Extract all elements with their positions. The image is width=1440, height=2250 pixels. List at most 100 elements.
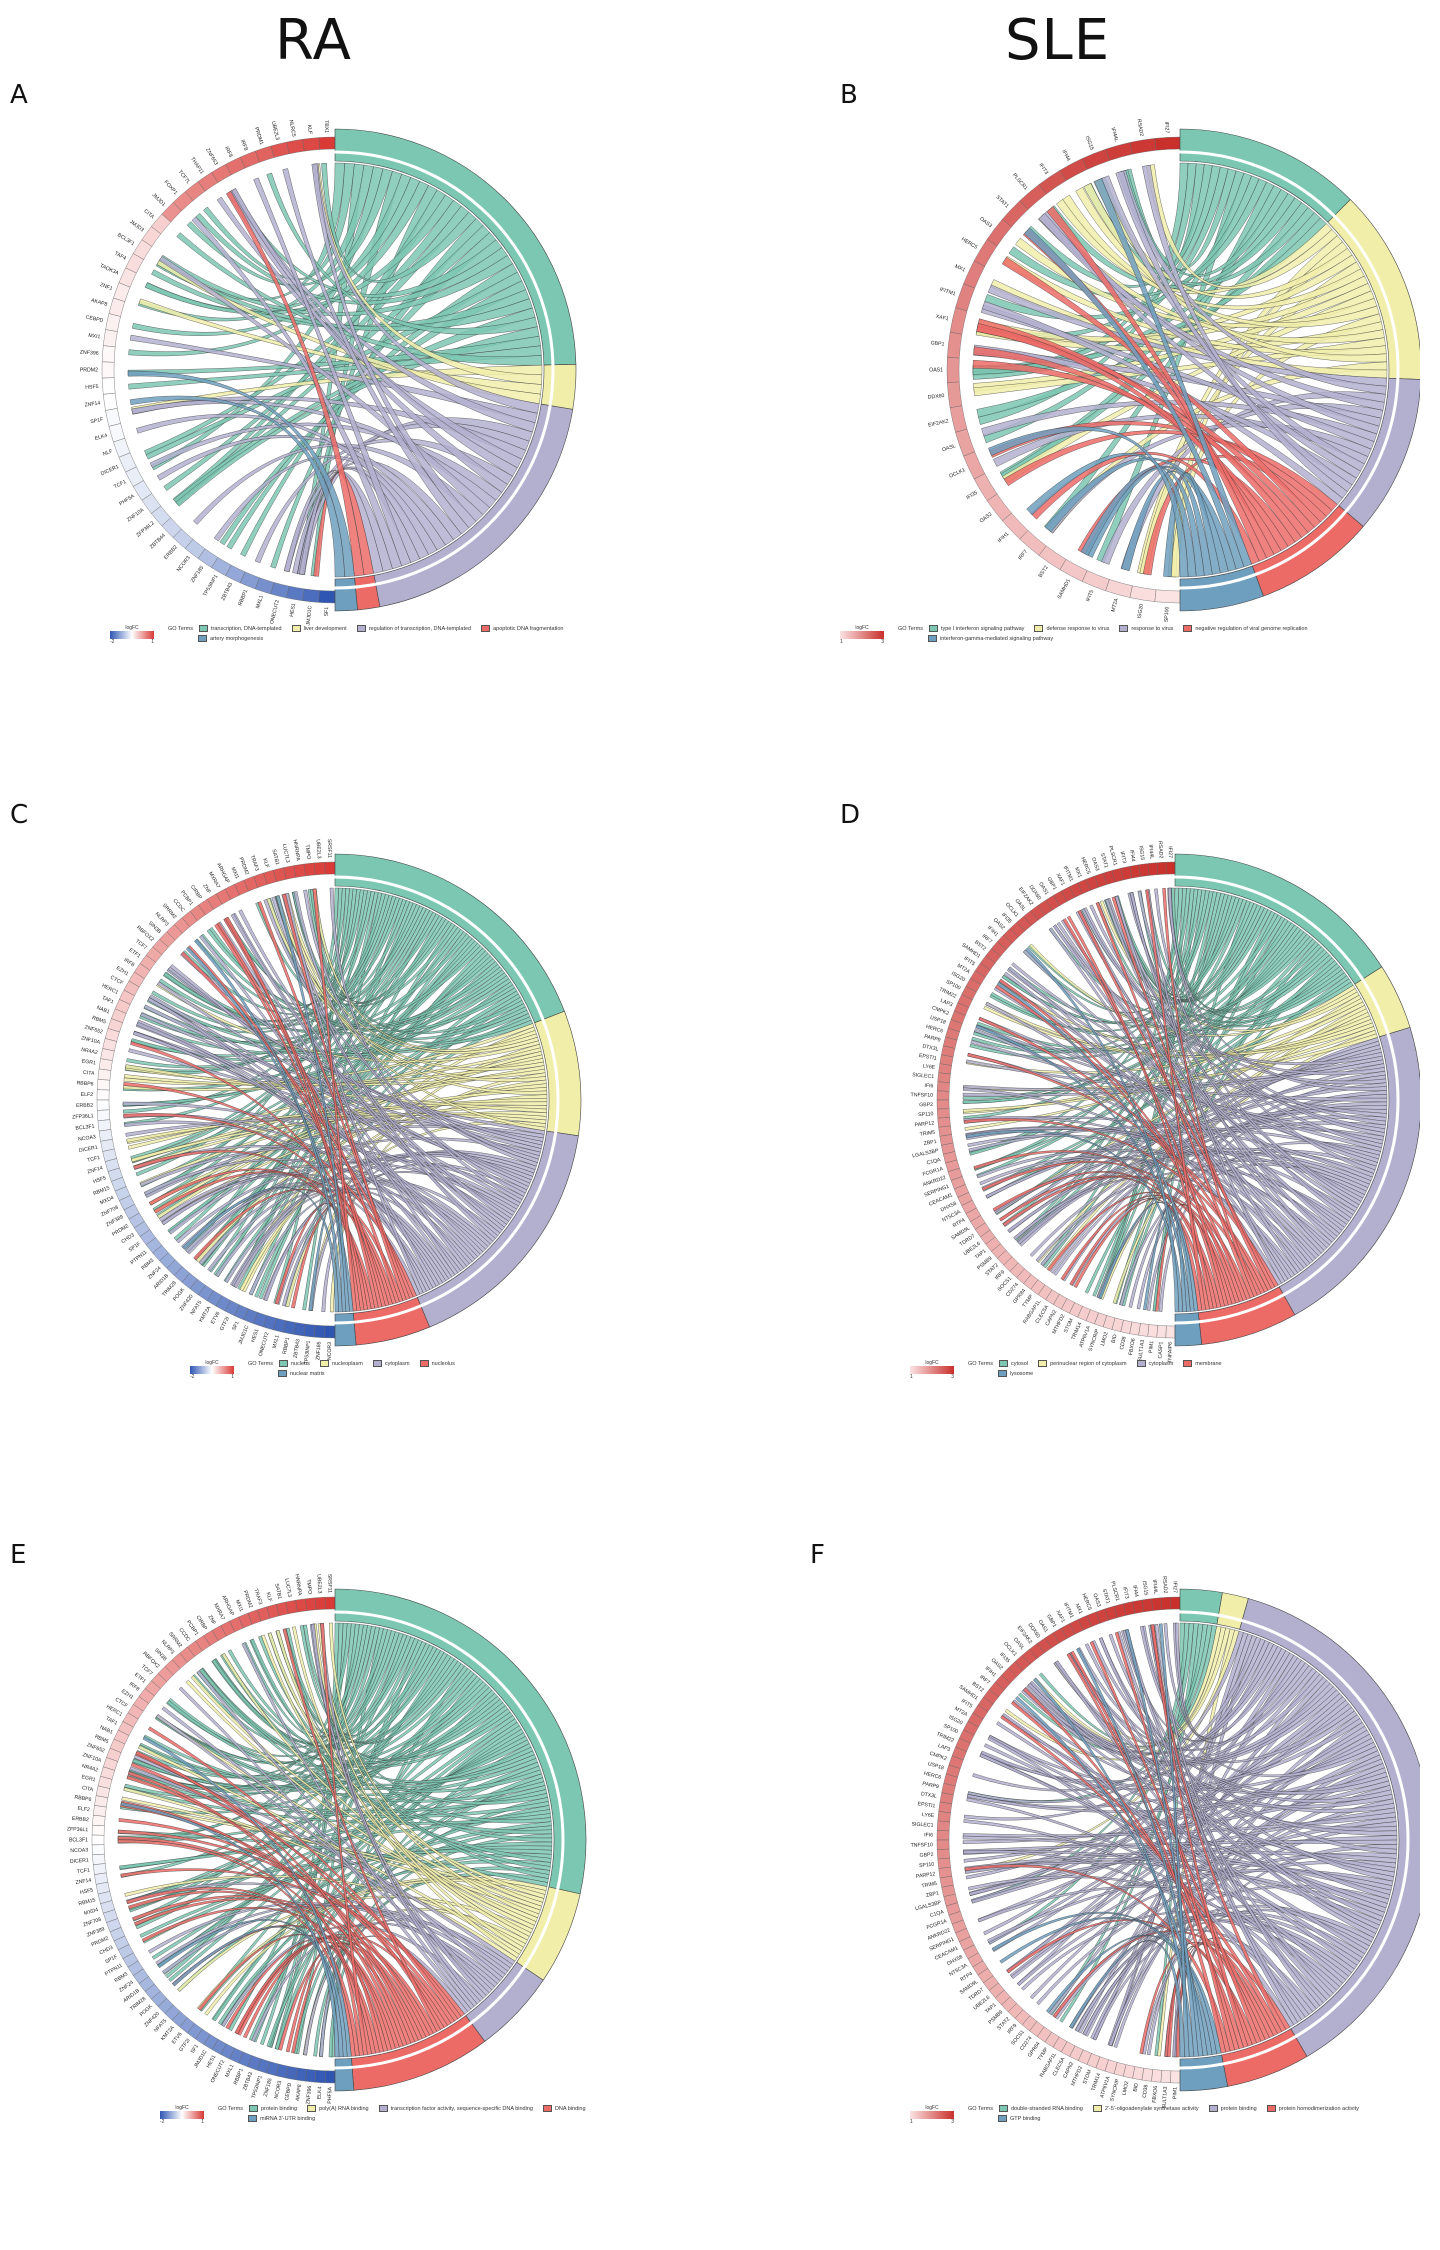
ribbon (120, 1684, 490, 1815)
legend-label: lysosome (1010, 1370, 1034, 1377)
ribbon (1112, 1005, 1367, 1304)
gene-label: RTP4 (952, 1217, 967, 1229)
gene-label: BID (1111, 1334, 1119, 1344)
ribbon (1069, 1940, 1185, 2058)
ribbon (123, 1113, 397, 1305)
ribbon (967, 1053, 1319, 1259)
gene-label: ONECUT2 (258, 1331, 271, 1357)
gene-label: BID (1132, 2082, 1139, 2092)
ribbon (988, 1623, 1194, 1945)
gene-label: ELF2 (77, 1806, 90, 1813)
ribbon (282, 1628, 552, 1824)
gene-segment (105, 408, 121, 427)
gene-label: NR4A2 (81, 1047, 99, 1056)
go-terms-title: GO Terms (898, 625, 923, 632)
ribbon (1146, 164, 1338, 289)
legend-item: protein binding (1208, 2105, 1257, 2112)
gene-label: SRSF11 (326, 839, 332, 858)
gene-label: XAF1 (1055, 872, 1066, 886)
legend-label: regulation of transcription, DNA-templat… (368, 625, 472, 632)
legend-swatch (1038, 1360, 1048, 1367)
gene-label: ZNF396 (305, 2085, 313, 2104)
ribbon (1129, 892, 1328, 1251)
gene-label: HES1 (250, 1328, 260, 1343)
gene-label: NAB1 (96, 1005, 111, 1016)
gene-label: TCF7L (177, 169, 192, 185)
ribbon (1162, 888, 1258, 1297)
ribbon (1073, 1197, 1233, 1306)
ribbon (226, 190, 365, 577)
ribbon (1146, 889, 1328, 1014)
gene-label: TP53INP1 (202, 574, 219, 598)
legend-swatch (291, 625, 301, 632)
ribbon (1044, 457, 1237, 572)
ribbon (1076, 1647, 1204, 2057)
ribbon-layer (122, 887, 548, 1313)
gene-label: PARP12 (916, 1871, 936, 1880)
legend-label: protein binding (260, 2105, 298, 2112)
gene-label: ISG15 (1137, 845, 1145, 860)
ribbon (1060, 1194, 1236, 1305)
gene-label: RBBP1 (237, 589, 249, 607)
gene-label: JMJD1 (151, 192, 167, 208)
gene-label: UBE2L3 (315, 839, 322, 859)
ring-gap (110, 875, 560, 1325)
ribbon (967, 1710, 1358, 1809)
ribbon (983, 1743, 1388, 1909)
ribbon (1046, 1935, 1217, 2055)
gene-label: NCOR3 (327, 1342, 333, 1360)
ribbon (154, 1715, 546, 1803)
ribbon (979, 1155, 1295, 1278)
ribbon (282, 893, 407, 1302)
ribbon (329, 887, 523, 1204)
ribbon (312, 1623, 524, 1952)
gene-segment (105, 313, 121, 332)
ribbon (1067, 1652, 1395, 1813)
gene-segment (108, 297, 126, 317)
ribbon (128, 180, 429, 357)
gene-segment (936, 1830, 950, 1841)
gene-segment (92, 1815, 106, 1827)
gene-label: HSF5 (85, 384, 99, 391)
gene-label: LMO2 (1100, 1331, 1110, 1346)
gene-segment (947, 332, 963, 359)
logfc-gradient (110, 631, 154, 639)
legend-swatch (1136, 1360, 1146, 1367)
gene-label: MXI1 (230, 866, 240, 880)
legend-item: 2'-5'-oligoadenylate synthetase activity (1092, 2105, 1199, 2112)
ribbon (1114, 895, 1302, 1274)
legend-swatch (198, 635, 207, 642)
gene-segment (91, 1844, 105, 1856)
gene-label: GBP2 (919, 1852, 933, 1859)
ribbon (133, 1030, 542, 1153)
gene-label: MX1 (1073, 866, 1083, 878)
gene-label: CTCF (109, 975, 124, 987)
legend-swatch (198, 625, 208, 632)
legend-swatch (1034, 625, 1044, 632)
ring-gap (960, 150, 1400, 590)
gene-segment (96, 1089, 110, 1101)
ribbon (270, 218, 484, 569)
logfc-tick: 1 (201, 2119, 204, 2125)
ribbon (253, 177, 412, 567)
gene-label: ELK4 (94, 433, 108, 442)
ribbon (981, 1160, 1251, 1300)
gene-label: SP1F (128, 1241, 142, 1254)
legend-swatch (1119, 625, 1129, 632)
ribbon (196, 1670, 493, 1993)
gene-label: IFI44 (1131, 1585, 1139, 1598)
ribbon (975, 1024, 1191, 1312)
ribbon (977, 318, 1302, 543)
ribbon (131, 908, 431, 1164)
ribbon (261, 1634, 530, 1941)
gene-label: JMJD3 (128, 219, 145, 233)
ribbon (178, 1686, 472, 2012)
ribbon (1046, 206, 1267, 562)
legend-swatch (1092, 2105, 1102, 2112)
gene-label: IRF7 (1017, 549, 1029, 562)
legend-label: transcription factor activity, sequence-… (390, 2105, 533, 2112)
chord-diagram: IFI27 RSAD2IFI44LISG15IFI44IFIT3PLSCR1STA… (911, 1576, 1420, 2109)
logfc-scale: logFC 1 3 (910, 1360, 954, 1380)
gene-segment (101, 377, 116, 395)
ribbon (282, 168, 470, 535)
